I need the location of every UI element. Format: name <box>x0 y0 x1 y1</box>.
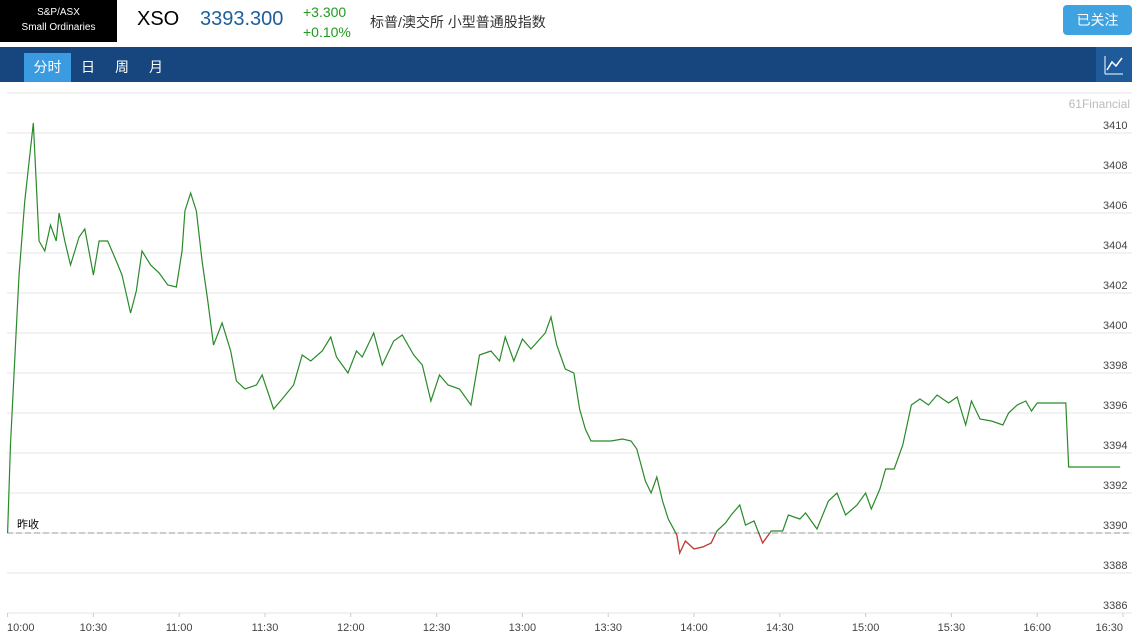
y-tick-label: 3408 <box>1103 160 1127 172</box>
y-tick-label: 3410 <box>1103 120 1127 132</box>
x-tick-label: 16:30 <box>1095 622 1123 634</box>
y-tick-label: 3396 <box>1103 400 1127 412</box>
x-tick-label: 13:30 <box>594 622 622 634</box>
price: 3393.300 <box>200 8 284 30</box>
y-tick-label: 3390 <box>1103 520 1127 532</box>
y-tick-label: 3392 <box>1103 480 1127 492</box>
logo-line: S&P/ASX <box>37 7 80 18</box>
change: +3.300 +0.10% <box>303 2 351 42</box>
x-tick-label: 16:00 <box>1023 622 1051 634</box>
price-line <box>7 122 1121 556</box>
prev-close-label: 昨收 <box>17 517 39 531</box>
x-tick-label: 12:30 <box>423 622 451 634</box>
x-tick-label: 14:30 <box>766 622 794 634</box>
y-tick-label: 3386 <box>1103 600 1127 612</box>
y-tick-label: 3388 <box>1103 560 1127 572</box>
x-tick-label: 12:00 <box>337 622 365 634</box>
y-tick-label: 3402 <box>1103 280 1127 292</box>
header: S&P/ASX Small Ordinaries XSO 3393.300 +3.… <box>0 0 1132 42</box>
y-tick-label: 3400 <box>1103 320 1127 332</box>
y-tick-label: 3404 <box>1103 240 1127 252</box>
change-abs: +3.300 <box>303 4 347 20</box>
x-tick-label: 15:30 <box>938 622 966 634</box>
chart: 61Financial 3386 3388 3390 3392 3394 3396 3398… <box>7 92 1132 634</box>
x-tick-label: 10:00 <box>7 622 35 634</box>
follow-button[interactable]: 已关注 <box>1063 5 1132 35</box>
x-tick-label: 15:00 <box>852 622 880 634</box>
tab[interactable]: 日 <box>81 59 95 75</box>
x-tick-label: 11:00 <box>166 622 193 634</box>
x-tick-label: 13:00 <box>509 622 537 634</box>
tab[interactable]: 月 <box>149 59 163 75</box>
x-tick-label: 11:30 <box>252 622 279 634</box>
x-tick-label: 14:00 <box>680 622 708 634</box>
price-line-below <box>7 533 771 556</box>
nav-bar: 分时 日 周 月 <box>0 47 1132 82</box>
y-tick-label: 3394 <box>1103 440 1127 452</box>
index-name: 标普/澳交所 小型普通股指数 <box>370 14 546 30</box>
change-pct: +0.10% <box>303 24 351 40</box>
tab[interactable]: 分时 <box>24 53 71 82</box>
y-tick-label: 3398 <box>1103 360 1127 372</box>
logo: S&P/ASX Small Ordinaries <box>0 0 117 42</box>
symbol: XSO <box>137 8 180 30</box>
x-tick-label: 10:30 <box>80 622 108 634</box>
watermark: 61Financial <box>1069 97 1130 111</box>
tab[interactable]: 周 <box>115 59 129 75</box>
chart-icon[interactable] <box>1096 47 1132 82</box>
logo-line: Small Ordinaries <box>21 22 96 33</box>
y-tick-label: 3406 <box>1103 200 1127 212</box>
